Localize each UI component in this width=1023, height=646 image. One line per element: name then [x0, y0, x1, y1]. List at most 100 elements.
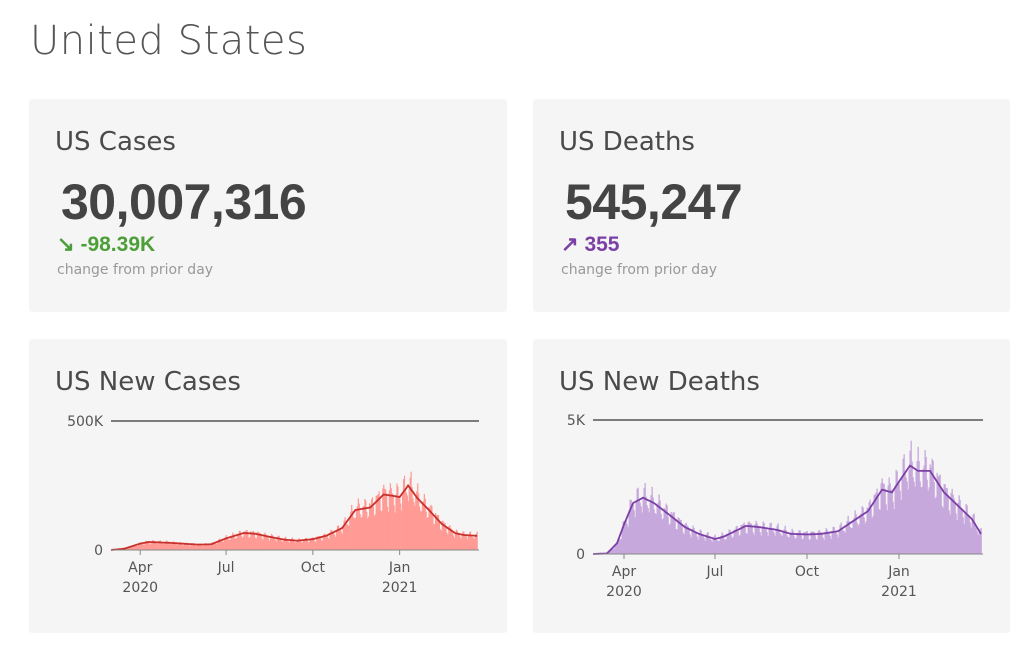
chart-title: US New Cases	[55, 367, 241, 397]
daily-bar	[915, 471, 917, 554]
daily-bar	[921, 486, 923, 554]
daily-bar	[469, 531, 472, 550]
card-title: US Cases	[55, 127, 176, 157]
daily-bar	[329, 532, 331, 550]
daily-bar	[266, 535, 268, 550]
daily-bar	[172, 541, 175, 550]
daily-bar	[254, 537, 257, 550]
daily-bar	[145, 540, 147, 550]
daily-bar	[858, 524, 860, 554]
daily-bar	[360, 517, 362, 550]
daily-bar	[893, 509, 895, 554]
daily-bar	[330, 529, 332, 550]
daily-bar	[945, 488, 947, 554]
daily-bar	[165, 541, 167, 550]
daily-bar	[905, 477, 907, 554]
x-tick-label: Oct	[301, 560, 326, 576]
daily-bar	[920, 487, 922, 554]
daily-bar	[380, 510, 382, 550]
daily-bar	[682, 532, 684, 554]
daily-bar	[772, 530, 774, 554]
daily-bar	[251, 531, 253, 550]
daily-bar	[792, 530, 794, 554]
daily-bar	[909, 450, 911, 554]
daily-bar	[274, 539, 276, 550]
daily-bar	[241, 537, 243, 550]
daily-bar	[740, 524, 742, 554]
daily-bar	[758, 526, 760, 554]
daily-bar	[794, 538, 796, 554]
daily-bar	[185, 543, 187, 550]
daily-bar	[797, 532, 799, 554]
daily-bar	[250, 531, 252, 550]
daily-bar	[154, 542, 157, 550]
daily-bar	[752, 532, 754, 554]
daily-bar	[667, 516, 669, 554]
daily-bar	[938, 475, 940, 554]
daily-bar	[747, 522, 749, 554]
daily-bar	[404, 488, 407, 550]
daily-bar	[959, 500, 961, 554]
daily-bar	[387, 511, 390, 550]
daily-bar	[446, 532, 448, 550]
daily-bar	[924, 450, 926, 554]
daily-bar	[247, 534, 249, 550]
daily-bar	[957, 502, 959, 554]
daily-bar	[150, 544, 152, 550]
daily-bar	[762, 521, 764, 554]
x-tick-label: Jan	[887, 564, 910, 580]
daily-bar	[956, 520, 958, 554]
daily-bar	[445, 526, 447, 550]
daily-bar	[190, 543, 192, 550]
daily-bar	[471, 536, 474, 550]
daily-bar	[822, 537, 824, 554]
daily-bar	[669, 523, 671, 554]
daily-bar	[437, 515, 440, 550]
daily-bar	[975, 528, 977, 554]
daily-bar	[846, 521, 848, 554]
daily-bar	[922, 468, 924, 554]
daily-bar	[650, 495, 652, 554]
daily-bar	[660, 513, 662, 554]
daily-bar	[903, 454, 905, 554]
daily-bar	[889, 483, 891, 554]
daily-bar	[647, 508, 649, 554]
daily-bar	[899, 490, 901, 554]
daily-bar	[683, 534, 685, 554]
daily-bar	[168, 543, 170, 550]
daily-bar	[322, 534, 325, 550]
daily-bar	[886, 510, 888, 554]
daily-bar	[800, 535, 802, 554]
daily-bar	[866, 507, 868, 554]
daily-bar	[302, 542, 304, 550]
daily-bar	[435, 515, 438, 550]
daily-bar	[617, 539, 619, 554]
daily-bar	[677, 517, 679, 554]
daily-bar	[215, 543, 217, 550]
daily-bar	[343, 520, 345, 550]
daily-bar	[302, 539, 305, 550]
daily-bar	[974, 522, 976, 554]
daily-bar	[410, 471, 412, 550]
average-line	[593, 464, 982, 555]
new-deaths-chart: 0 5K Apr 2020 Jul Oct Jan 2021	[567, 413, 983, 600]
daily-bar	[167, 541, 169, 550]
daily-bar	[318, 535, 321, 550]
daily-bar	[973, 513, 975, 554]
daily-bar	[303, 539, 306, 550]
daily-bar	[872, 515, 874, 554]
daily-bar	[633, 510, 635, 554]
daily-bar	[789, 533, 791, 554]
daily-bar	[965, 503, 967, 554]
daily-bar	[691, 528, 693, 554]
daily-bar	[141, 543, 143, 550]
daily-bar	[196, 546, 198, 550]
daily-bar	[949, 514, 951, 554]
daily-bar	[608, 551, 610, 554]
daily-bar	[173, 542, 175, 550]
daily-bar	[375, 495, 377, 550]
daily-bar	[467, 539, 469, 550]
daily-bar	[658, 494, 660, 554]
daily-bar	[976, 531, 978, 554]
daily-bar	[935, 496, 937, 554]
